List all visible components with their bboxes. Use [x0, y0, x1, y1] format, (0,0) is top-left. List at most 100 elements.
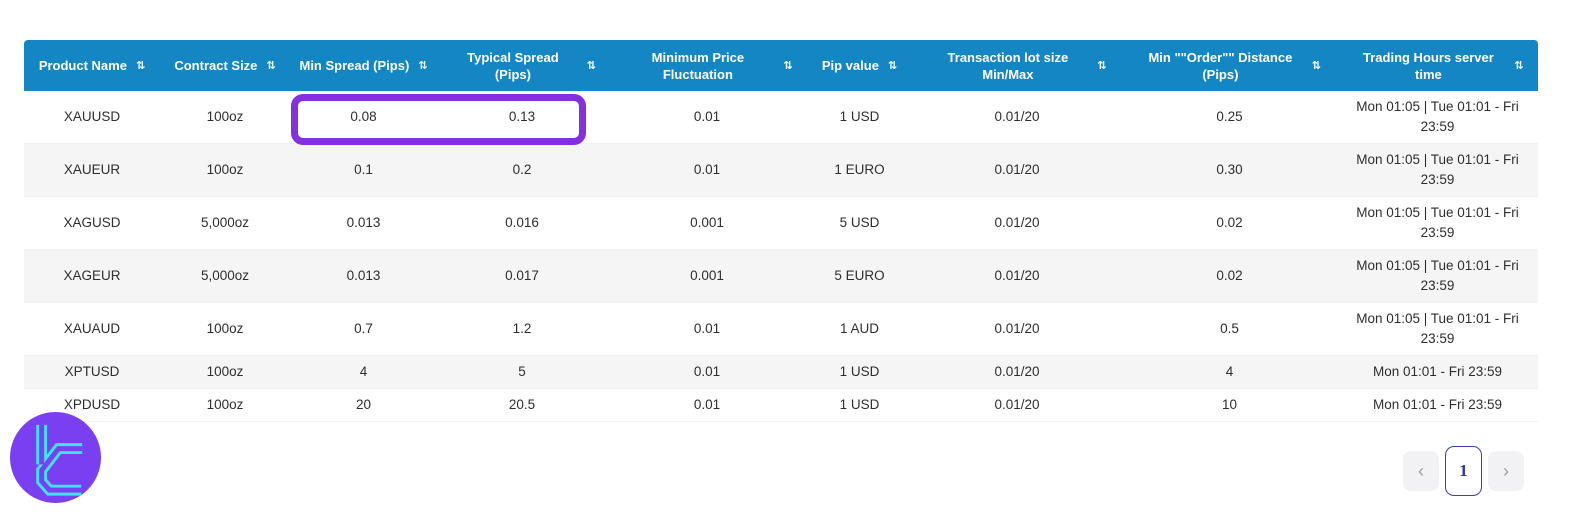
brand-logo-icon	[9, 411, 102, 504]
column-header-label: Typical Spread (Pips)	[467, 49, 559, 82]
table-cell: 20	[355, 397, 372, 412]
table-row: XAUEUR 100oz 0.1 0.2 0.01 1 EURO 0.01/20 0.30 Mo…	[24, 143, 1538, 197]
table-cell: 0.25	[1216, 109, 1243, 124]
table-cell: 100oz	[206, 162, 244, 177]
sort-icon[interactable]: ⇅	[1097, 59, 1107, 72]
table-cell: 0.013	[346, 215, 381, 230]
column-header-label: Min Spread (Pips)	[299, 58, 410, 73]
sort-icon[interactable]: ⇅	[783, 59, 793, 72]
table-row: XPDUSD 100oz 20 20.5 0.01 1 USD 0.01/20 10 Mon 0…	[24, 388, 1538, 422]
table-cell: 0.2	[512, 162, 532, 177]
table-cell: 0.01	[693, 109, 721, 124]
table-cell: 5	[518, 364, 526, 379]
chevron-right-icon: ›	[1503, 461, 1509, 481]
table-cell: 0.02	[1216, 215, 1243, 230]
table-cell: 1 EURO	[834, 162, 885, 177]
table-cell: 5,000oz	[200, 215, 250, 230]
table-cell: 0.13	[508, 109, 536, 124]
column-header[interactable]: Contract Size ⇅	[160, 40, 290, 91]
table-cell: 5 USD	[839, 215, 880, 230]
table-cell: Mon 01:05 | Tue 01:01 - Fri 23:59	[1356, 152, 1519, 187]
table-row: XAGEUR 5,000oz 0.013 0.017 0.001 5 EURO 0.01/2…	[24, 249, 1538, 303]
table-cell: 0.01	[693, 321, 721, 336]
table-cell: 1 AUD	[839, 321, 880, 336]
column-header[interactable]: Typical Spread (Pips) ⇅	[437, 40, 607, 91]
column-header-label: Min ""Order"" Distance (Pips)	[1148, 49, 1293, 82]
table-row: XAGUSD 5,000oz 0.013 0.016 0.001 5 USD 0.01/20…	[24, 196, 1538, 250]
table-cell: 0.013	[346, 268, 381, 283]
column-header[interactable]: Min ""Order"" Distance (Pips) ⇅	[1122, 40, 1337, 91]
sort-icon[interactable]: ⇅	[266, 59, 276, 72]
table-cell: 100oz	[206, 109, 244, 124]
table-cell: 4	[359, 364, 368, 379]
table-cell: 0.016	[505, 215, 539, 230]
table-cell: 0.01/20	[994, 215, 1040, 230]
instrument-specs-table: Product Name ⇅ Contract Size ⇅ Min Sprea…	[24, 40, 1538, 422]
column-header[interactable]: Pip value ⇅	[807, 40, 912, 91]
pagination-prev-button[interactable]: ‹	[1403, 451, 1439, 491]
table-cell: 0.5	[1220, 321, 1239, 336]
sort-icon[interactable]: ⇅	[1311, 59, 1321, 72]
table-cell: 0.08	[350, 109, 377, 124]
sort-icon[interactable]: ⇅	[418, 59, 428, 72]
pagination: ‹ 1 ›	[1403, 446, 1524, 496]
table-row: XAUUSD 100oz 0.08 0.13 0.01 1 USD 0.01/20 0.25 M…	[24, 91, 1538, 144]
table-cell: 0.7	[354, 321, 373, 336]
sort-icon[interactable]: ⇅	[1514, 59, 1524, 72]
table-cell: 0.01/20	[994, 162, 1040, 177]
table-cell: XAGUSD	[63, 215, 121, 230]
table-cell: 0.02	[1216, 268, 1243, 283]
sort-icon[interactable]: ⇅	[135, 59, 146, 72]
table-cell: 10	[1221, 397, 1238, 412]
table-cell: 0.01	[693, 364, 721, 379]
pagination-page-1-button[interactable]: 1	[1445, 446, 1482, 496]
table-cell: 0.01/20	[994, 364, 1040, 379]
column-header[interactable]: Trading Hours server time ⇅	[1337, 40, 1538, 91]
table-cell: 0.30	[1216, 162, 1243, 177]
table-cell: 1 USD	[839, 397, 880, 412]
table-cell: 1.2	[512, 321, 532, 336]
column-header-label: Pip value	[821, 58, 879, 73]
table-cell: 5 EURO	[834, 268, 885, 283]
chevron-left-icon: ‹	[1418, 461, 1424, 481]
table-cell: Mon 01:05 | Tue 01:01 - Fri 23:59	[1356, 311, 1519, 346]
table-cell: 0.01/20	[994, 268, 1040, 283]
table-cell: 0.01/20	[994, 109, 1040, 124]
table-row: XAUAUD 100oz 0.7 1.2 0.01 1 AUD 0.01/20 0.5 Mon …	[24, 302, 1538, 356]
table-cell: 0.017	[505, 268, 539, 283]
table-cell: XAUUSD	[63, 109, 121, 124]
table-cell: 100oz	[206, 321, 244, 336]
table-cell: 20.5	[508, 397, 536, 412]
table-cell: 1 USD	[839, 109, 880, 124]
column-header-label: Contract Size	[174, 58, 258, 73]
table-cell: XAUAUD	[63, 321, 121, 336]
table-row: XPTUSD 100oz 4 5 0.01 1 USD 0.01/20 4 Mon 01:01 …	[24, 355, 1538, 389]
column-header-label: Transaction lot size Min/Max	[947, 49, 1069, 82]
table-cell: 0.1	[354, 162, 373, 177]
table-header: Product Name ⇅ Contract Size ⇅ Min Sprea…	[24, 40, 1538, 91]
table-cell: 1 USD	[839, 364, 880, 379]
table-cell: Mon 01:05 | Tue 01:01 - Fri 23:59	[1356, 205, 1519, 240]
table-cell: 0.001	[690, 215, 724, 230]
table-cell: 0.01/20	[994, 321, 1040, 336]
table-cell: 100oz	[206, 397, 244, 412]
column-header[interactable]: Minimum Price Fluctuation ⇅	[607, 40, 807, 91]
pagination-next-button[interactable]: ›	[1488, 451, 1524, 491]
column-header-label: Trading Hours server time	[1363, 49, 1494, 82]
table-cell: Mon 01:05 | Tue 01:01 - Fri 23:59	[1356, 99, 1519, 134]
table-cell: 0.01	[693, 162, 721, 177]
table-cell: 4	[1225, 364, 1234, 379]
column-header[interactable]: Product Name ⇅	[24, 40, 160, 91]
sort-icon[interactable]: ⇅	[586, 59, 596, 72]
current-page-number: 1	[1459, 461, 1468, 480]
sort-icon[interactable]: ⇅	[887, 59, 898, 72]
table-cell: Mon 01:01 - Fri 23:59	[1372, 364, 1503, 379]
table-cell: XAUEUR	[63, 162, 121, 177]
column-header[interactable]: Min Spread (Pips) ⇅	[290, 40, 437, 91]
table-cell: 5,000oz	[200, 268, 250, 283]
table-cell: XPDUSD	[63, 397, 121, 412]
brand-logo	[9, 411, 102, 504]
column-header[interactable]: Transaction lot size Min/Max ⇅	[912, 40, 1122, 91]
column-header-label: Minimum Price Fluctuation	[651, 49, 745, 82]
table-cell: Mon 01:05 | Tue 01:01 - Fri 23:59	[1356, 258, 1519, 293]
